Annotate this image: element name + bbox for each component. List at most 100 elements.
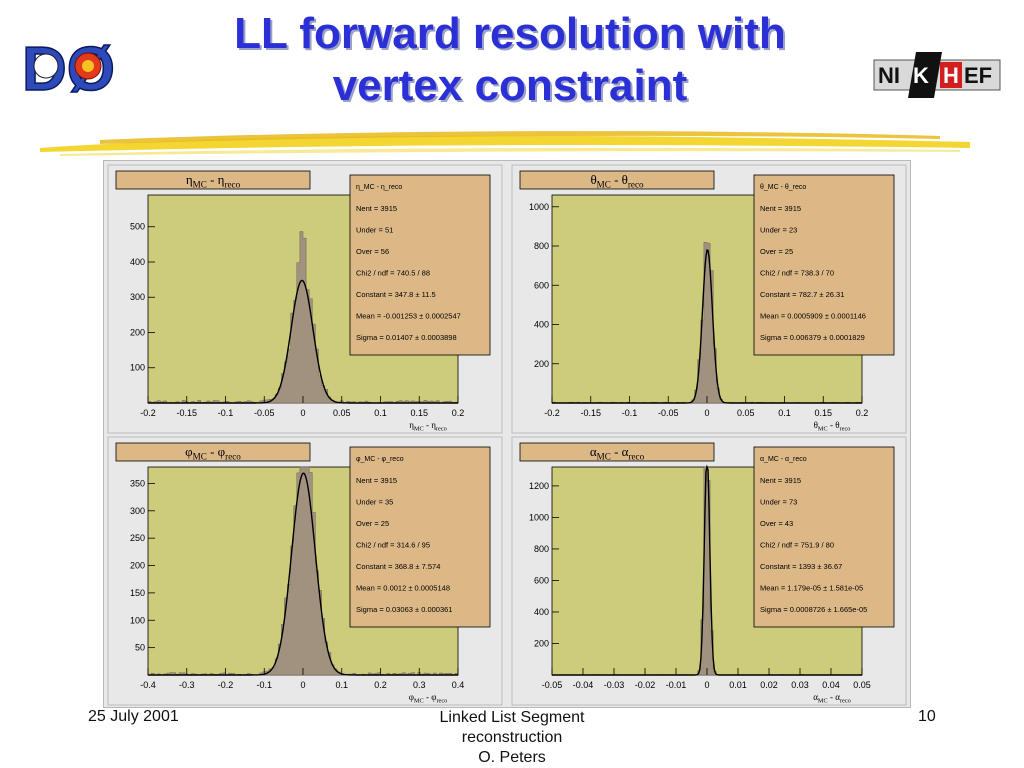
stats-row-phi-4: Constant = 368.8 ± 7.574 — [356, 562, 440, 571]
y-tick-label-theta-4: 1000 — [529, 202, 549, 212]
histograms-svg: -0.2 -0.15 -0.1 -0.05 0 0.05 0.1 0.15 0.2 100 200 3… — [107, 164, 907, 706]
x-tick-label-alpha-2: -0.03 — [604, 680, 625, 690]
x-tick-label-phi-1: -0.3 — [179, 680, 195, 690]
stats-row-alpha-4: Constant = 1393 ± 36.67 — [760, 562, 842, 571]
d0-logo: DØ — [22, 34, 114, 100]
y-tick-label-phi-5: 300 — [130, 506, 145, 516]
x-tick-label-alpha-5: 0 — [704, 680, 709, 690]
x-tick-label-eta-4: 0 — [300, 408, 305, 418]
stats-row-eta-2: Over = 56 — [356, 247, 389, 256]
stats-row-phi-0: Nent = 3915 — [356, 476, 397, 485]
x-tick-label-eta-7: 0.15 — [410, 408, 428, 418]
plot-title-phi: φMC - φreco — [185, 444, 241, 461]
stats-row-theta-6: Sigma = 0.006379 ± 0.0001829 — [760, 333, 865, 342]
x-tick-label-theta-4: 0 — [704, 408, 709, 418]
x-tick-label-alpha-0: -0.05 — [542, 680, 563, 690]
y-tick-label-eta-1: 200 — [130, 327, 145, 337]
y-tick-label-theta-2: 600 — [534, 280, 549, 290]
x-tick-label-eta-8: 0.2 — [452, 408, 465, 418]
y-tick-label-phi-3: 200 — [130, 561, 145, 571]
x-tick-label-phi-7: 0.3 — [413, 680, 426, 690]
x-tick-label-phi-2: -0.2 — [218, 680, 234, 690]
y-tick-label-theta-3: 800 — [534, 241, 549, 251]
nikhef-logo-red-block — [940, 62, 962, 88]
stats-row-alpha-6: Sigma = 0.0008726 ± 1.665e-05 — [760, 605, 867, 614]
stats-title-phi: φ_MC - φ_reco — [356, 456, 404, 463]
stats-row-theta-0: Nent = 3915 — [760, 204, 801, 213]
stats-row-theta-3: Chi2 / ndf = 738.3 / 70 — [760, 269, 834, 278]
y-tick-label-alpha-1: 400 — [534, 607, 549, 617]
stats-title-alpha: α_MC - α_reco — [760, 456, 807, 463]
title-box-phi — [115, 442, 311, 462]
stats-row-eta-3: Chi2 / ndf = 740.5 / 88 — [356, 269, 430, 278]
x-tick-label-eta-3: -0.05 — [254, 408, 275, 418]
footer-line-1: Linked List Segment — [439, 709, 585, 726]
x-tick-label-theta-1: -0.15 — [580, 408, 601, 418]
x-tick-label-theta-7: 0.15 — [814, 408, 832, 418]
stats-title-eta: η_MC - η_reco — [356, 184, 402, 191]
histogram-pad-phi: -0.4 -0.3 -0.2 -0.1 0 0.1 0.2 0.3 0.4 50 100 150 200… — [107, 436, 503, 706]
y-tick-label-eta-0: 100 — [130, 363, 145, 373]
y-tick-label-alpha-2: 600 — [534, 575, 549, 585]
stats-row-theta-5: Mean = 0.0005909 ± 0.0001146 — [760, 312, 866, 321]
stats-row-theta-4: Constant = 782.7 ± 26.31 — [760, 290, 844, 299]
stats-row-theta-2: Over = 25 — [760, 247, 793, 256]
x-tick-label-theta-3: -0.05 — [658, 408, 679, 418]
x-axis-label-theta: θMC - θreco — [814, 420, 851, 432]
stats-row-eta-0: Nent = 3915 — [356, 204, 397, 213]
fit-curve-phi — [148, 472, 458, 676]
x-tick-label-phi-5: 0.1 — [335, 680, 348, 690]
x-tick-label-alpha-7: 0.02 — [760, 680, 778, 690]
y-tick-label-eta-4: 500 — [130, 222, 145, 232]
histogram-bars-eta — [147, 231, 459, 404]
slide-title: LL forward resolution with vertex constr… — [110, 8, 910, 112]
x-tick-label-phi-3: -0.1 — [256, 680, 272, 690]
stats-row-alpha-0: Nent = 3915 — [760, 476, 801, 485]
x-axis-label-phi: φMC - φreco — [409, 692, 448, 704]
stats-row-eta-5: Mean = -0.001253 ± 0.0002547 — [356, 312, 461, 321]
stats-box-alpha — [753, 446, 895, 628]
y-tick-label-eta-2: 300 — [130, 292, 145, 302]
stats-box-theta — [753, 174, 895, 356]
stats-box-eta — [349, 174, 491, 356]
x-tick-label-alpha-3: -0.02 — [635, 680, 656, 690]
nikhef-logo: NI K H EF — [873, 52, 1001, 98]
x-tick-label-eta-0: -0.2 — [140, 408, 156, 418]
footer-center: Linked List Segment reconstruction O. Pe… — [380, 708, 644, 768]
y-tick-label-phi-1: 100 — [130, 615, 145, 625]
fit-curve-theta — [552, 249, 862, 404]
x-tick-label-theta-2: -0.1 — [622, 408, 638, 418]
fit-curve-alpha — [552, 464, 862, 676]
nikhef-logo-text-b: K — [913, 63, 929, 88]
plot-title-eta: ηMC - ηreco — [186, 172, 241, 189]
page-number: 10 — [918, 708, 936, 725]
x-tick-label-phi-6: 0.2 — [374, 680, 387, 690]
stats-row-theta-1: Under = 23 — [760, 226, 797, 235]
stats-row-alpha-3: Chi2 / ndf = 751.9 / 80 — [760, 541, 834, 550]
y-tick-label-phi-4: 250 — [130, 533, 145, 543]
slide-title-line-2: vertex constraint — [332, 61, 688, 110]
y-tick-label-theta-1: 400 — [534, 320, 549, 330]
stats-box-phi — [349, 446, 491, 628]
plot-canvas: -0.2 -0.15 -0.1 -0.05 0 0.05 0.1 0.15 0.2 100 200 3… — [103, 160, 911, 708]
y-tick-label-alpha-0: 200 — [534, 638, 549, 648]
x-tick-label-alpha-1: -0.04 — [573, 680, 594, 690]
x-tick-label-phi-8: 0.4 — [452, 680, 465, 690]
x-tick-label-eta-1: -0.15 — [176, 408, 197, 418]
stats-row-alpha-2: Over = 43 — [760, 519, 793, 528]
y-tick-label-phi-2: 150 — [130, 588, 145, 598]
footer-date: 25 July 2001 — [88, 708, 179, 725]
y-tick-label-alpha-4: 1000 — [529, 512, 549, 522]
nikhef-logo-text-c: H — [943, 63, 959, 88]
x-tick-label-alpha-10: 0.05 — [853, 680, 871, 690]
d0-logo-core-icon — [82, 60, 94, 72]
x-tick-label-theta-8: 0.2 — [856, 408, 869, 418]
stats-row-phi-2: Over = 25 — [356, 519, 389, 528]
x-tick-label-alpha-8: 0.03 — [791, 680, 809, 690]
title-divider-swoosh — [40, 131, 970, 156]
x-tick-label-theta-0: -0.2 — [544, 408, 560, 418]
stats-row-phi-1: Under = 35 — [356, 498, 393, 507]
y-tick-label-eta-3: 400 — [130, 257, 145, 267]
title-box-eta — [115, 170, 311, 190]
fit-curve-eta — [148, 279, 458, 404]
